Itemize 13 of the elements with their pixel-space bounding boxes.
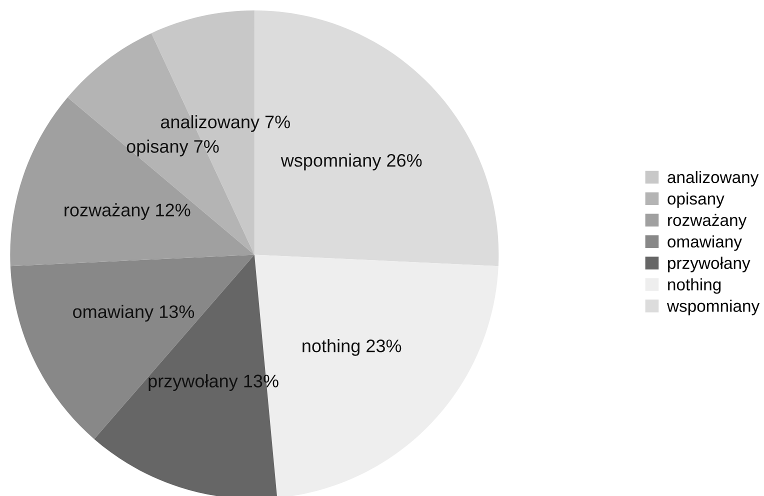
legend-label: analizowany xyxy=(668,170,759,186)
data-label: wspomniany 26% xyxy=(280,154,422,170)
legend-label: rozważany xyxy=(668,214,747,230)
legend-label: omawiany xyxy=(668,235,742,251)
legend-label: nothing xyxy=(668,278,721,294)
legend-label: przywołany xyxy=(668,256,750,272)
data-label: omawiany 13% xyxy=(73,304,194,322)
data-label: opisany 7% xyxy=(126,140,219,156)
data-label: nothing 23% xyxy=(302,339,402,356)
legend-label: wspomniany xyxy=(666,300,760,316)
data-label: analizowany 7% xyxy=(160,115,290,132)
legend-label: opisany xyxy=(668,192,724,208)
data-label: rozważany 12% xyxy=(64,203,190,220)
